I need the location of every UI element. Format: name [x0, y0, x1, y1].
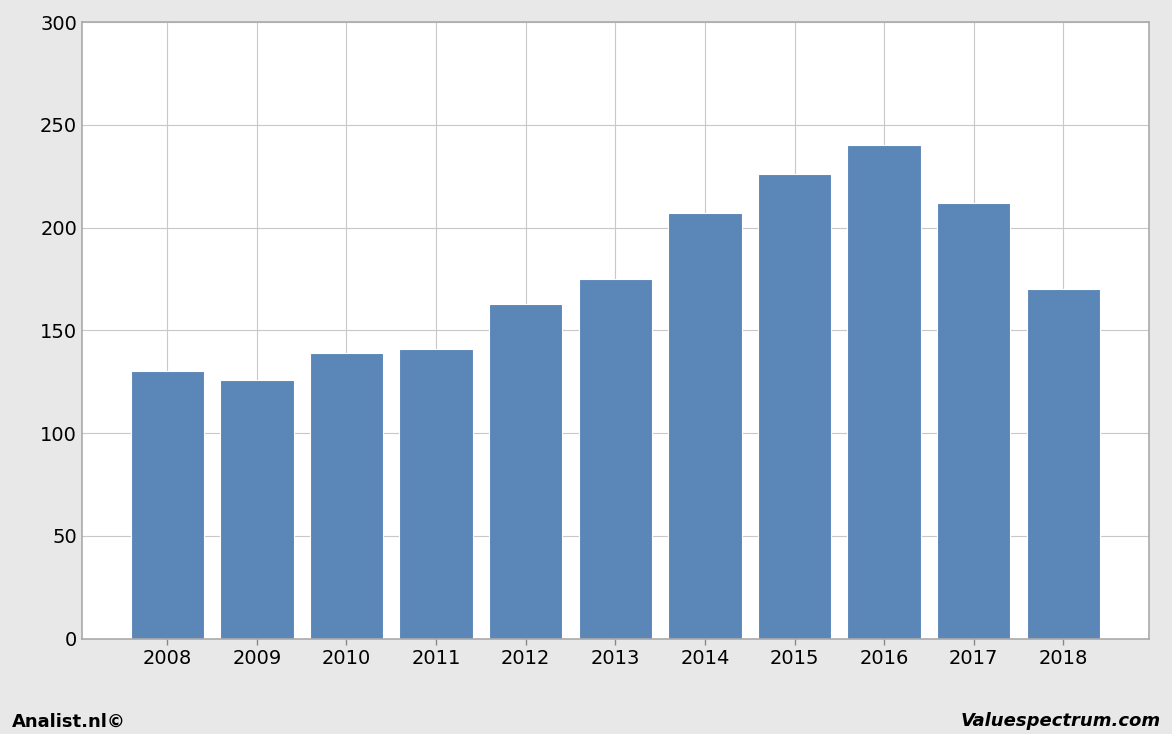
Bar: [130, 371, 204, 639]
Text: Valuespectrum.com: Valuespectrum.com: [960, 712, 1160, 730]
Bar: [936, 203, 1010, 639]
Bar: [309, 353, 383, 639]
Bar: [1027, 289, 1101, 639]
Text: Analist.nl©: Analist.nl©: [12, 712, 125, 730]
Bar: [847, 145, 921, 639]
Bar: [220, 379, 294, 639]
Bar: [579, 279, 652, 639]
Bar: [668, 213, 742, 639]
Bar: [400, 349, 472, 639]
Bar: [758, 174, 831, 639]
Bar: [489, 304, 563, 639]
